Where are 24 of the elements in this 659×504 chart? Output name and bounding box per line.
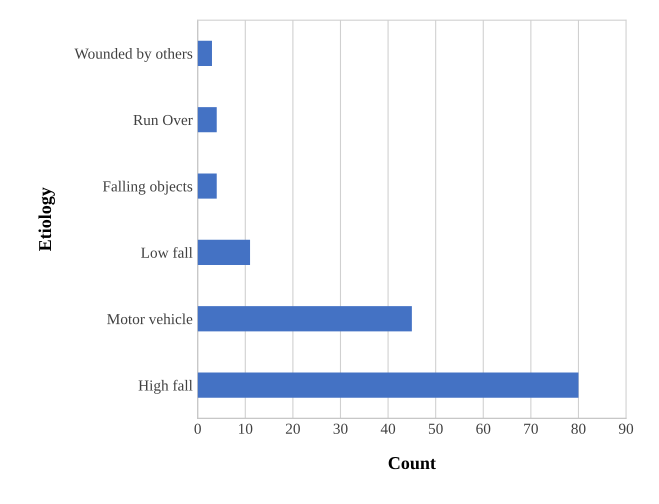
bar <box>198 372 578 398</box>
x-tick-label: 90 <box>618 424 634 434</box>
y-tick-label: High fall <box>138 380 193 394</box>
y-axis-title: Etiology <box>38 187 55 252</box>
x-tick-label: 10 <box>239 424 252 434</box>
x-tick-label: 60 <box>476 424 490 434</box>
x-tick-label: 40 <box>380 424 396 434</box>
y-tick-label: Low fall <box>141 246 193 258</box>
x-tick-label: 70 <box>524 424 538 434</box>
y-tick-label: Falling objects <box>102 180 192 195</box>
bar <box>198 306 412 332</box>
bar <box>198 107 217 132</box>
x-tick-label: 80 <box>571 424 586 434</box>
bar <box>198 40 212 66</box>
y-tick-label: Motor vehicle <box>107 313 192 324</box>
x-tick-label: 20 <box>286 424 300 434</box>
y-tick-label: Run Over <box>133 114 193 126</box>
y-tick-label: Wounded by others <box>74 48 192 62</box>
x-tick-label: 0 <box>194 424 201 434</box>
x-tick-label: 50 <box>428 424 443 434</box>
x-axis-title: Count <box>388 457 436 470</box>
bar <box>198 240 250 266</box>
bar <box>198 173 217 199</box>
x-tick-label: 30 <box>334 424 348 434</box>
